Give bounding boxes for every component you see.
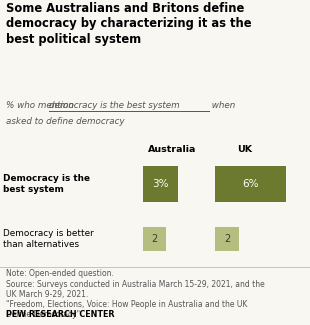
Text: UK March 9-29, 2021.: UK March 9-29, 2021. <box>6 290 88 299</box>
Text: Note: Open-ended question.: Note: Open-ended question. <box>6 269 114 278</box>
Text: 3%: 3% <box>152 179 169 188</box>
Text: 2: 2 <box>151 234 157 244</box>
Text: PEW RESEARCH CENTER: PEW RESEARCH CENTER <box>6 310 115 319</box>
Text: Democracy is better
than alternatives: Democracy is better than alternatives <box>3 229 94 249</box>
Text: democracy is the best system: democracy is the best system <box>49 101 179 110</box>
Text: UK: UK <box>237 145 252 154</box>
Text: asked to define democracy: asked to define democracy <box>6 117 125 126</box>
Text: "Freedom, Elections, Voice: How People in Australia and the UK: "Freedom, Elections, Voice: How People i… <box>6 300 248 309</box>
Text: Define Democracy": Define Democracy" <box>6 310 80 319</box>
Text: Some Australians and Britons define
democracy by characterizing it as the
best p: Some Australians and Britons define demo… <box>6 2 252 46</box>
Text: Australia: Australia <box>148 145 196 154</box>
Text: Democracy is the
best system: Democracy is the best system <box>3 174 90 193</box>
Text: 2: 2 <box>224 234 230 244</box>
Text: when: when <box>209 101 235 110</box>
Text: Source: Surveys conducted in Australia March 15-29, 2021, and the: Source: Surveys conducted in Australia M… <box>6 280 265 289</box>
Bar <box>143 227 166 251</box>
Bar <box>215 227 239 251</box>
Text: % who mention: % who mention <box>6 101 77 110</box>
Text: 6%: 6% <box>242 179 259 188</box>
